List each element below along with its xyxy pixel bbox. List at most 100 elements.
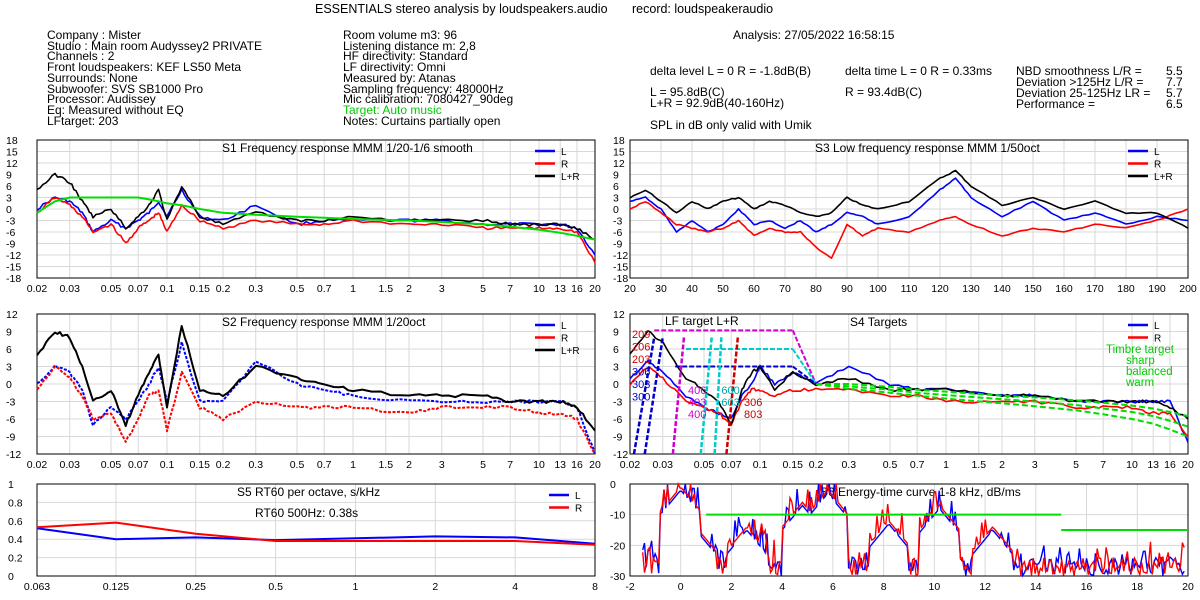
x-tick-label: 1.5 [378,283,393,295]
y-tick-label: -9 [6,432,15,444]
info-mid-line: Measured by: Atanas [343,70,456,85]
series-target-warm [815,383,1189,438]
y-tick-label: -20 [610,540,625,552]
chart-title: S3 Low frequency response MMM 1/50oct [815,141,1040,155]
x-tick-label: 0.7 [317,283,332,295]
x-tick-label: 1 [350,459,356,471]
nbd-label: NBD smoothness L/R = [1016,64,1142,78]
dev25-value: 5.7 [1166,86,1183,100]
info-left-line: Eq: Measured without EQ [47,102,184,117]
lf-label: 206 [632,342,650,354]
lf-label: 603 [721,397,739,409]
x-tick-label: 6 [830,581,836,593]
y-tick-label: -3 [6,397,15,409]
x-tick-label: 20 [1182,581,1194,593]
x-tick-label: 13 [1147,459,1159,471]
lf-label: 403 [688,397,706,409]
y-tick-label: 18 [6,135,18,147]
y-tick-label: 0 [6,204,12,216]
lf-rolloff [632,337,656,455]
x-tick-label: 5 [480,459,486,471]
x-tick-label: 0.3 [248,459,263,471]
x-tick-label: 0.03 [653,459,674,471]
x-tick-label: 0 [678,581,684,593]
x-tick-label: 3 [439,459,445,471]
lf-rolloff [699,337,713,455]
x-tick-label: 2 [999,459,1005,471]
y-tick-label: 6 [6,181,12,193]
x-tick-label: 0.5 [290,283,305,295]
info-left-line: Subwoofer: SVS SB1000 Pro [47,81,204,96]
x-tick-label: 16 [571,459,583,471]
lf-label: 300 [632,392,650,404]
x-tick-label: 0.07 [721,459,742,471]
y-tick-label: 3 [6,362,12,374]
analysis-date: Analysis: 27/05/2022 16:58:15 [733,28,895,42]
y-tick-label: -6 [613,227,622,239]
nbd-value: 5.5 [1166,64,1183,78]
x-tick-label: -2 [625,581,634,593]
lf-rolloff [643,337,664,455]
x-tick-label: 18 [1131,581,1143,593]
y-tick-label: 0 [613,379,619,391]
x-tick-label: 2 [406,283,412,295]
x-tick-label: 20 [1182,459,1194,471]
chart-title: S4 Targets [850,315,907,329]
x-tick-label: 0.3 [248,283,263,295]
x-tick-label: 0.2 [216,283,231,295]
y-tick-label: 0 [613,204,619,216]
spl-right: R = 93.4dB(C) [845,85,923,99]
x-tick-label: 0.5 [268,581,283,593]
x-tick-label: 70 [779,283,791,295]
y-tick-label: 9 [613,327,619,339]
y-tick-label: 9 [6,327,12,339]
lf-label: 306 [632,367,650,379]
dev125-value: 7.7 [1166,75,1183,89]
y-tick-label: 0 [610,479,616,491]
y-tick-label: -9 [6,239,15,251]
info-left-line: Studio : Main room Audyssey2 PRIVATE [47,38,262,53]
x-tick-label: 1.5 [971,459,986,471]
chart-annotation: RT60 500Hz: 0.38s [255,506,358,520]
series-target-sharp [816,383,1189,418]
series-r [36,521,596,546]
y-tick-label: -9 [613,239,622,251]
record-label: record: loudspeakeraudio [632,2,774,16]
x-tick-label: 4 [779,581,785,593]
x-tick-label: 200 [1179,283,1197,295]
delta-level: delta level L = 0 R = -1.8dB(B) [650,64,811,78]
y-tick-label: 0 [6,379,12,391]
lf-label: 203 [632,354,650,366]
lf-target-slope [791,329,817,385]
x-tick-label: 0.7 [317,459,332,471]
x-tick-label: 8 [881,581,887,593]
y-tick-label: 6 [6,344,12,356]
y-tick-label: 6 [613,181,619,193]
chart-title: S6 Energy-time curve 1-8 kHz, dB/ms [820,485,1021,499]
y-tick-label: 6 [613,344,619,356]
series-l [629,177,1189,233]
x-tick-label: 140 [993,283,1011,295]
legend-label: L [575,491,581,502]
lf-label: 209 [632,329,650,341]
delta-time: delta time L = 0 R = 0.33ms [845,64,992,78]
x-tick-label: 130 [962,283,980,295]
x-tick-label: 13 [554,283,566,295]
series-l-plus-r [36,325,596,432]
info-left-line: Surrounds: None [47,70,138,85]
plot-border [36,483,596,577]
performance-label: Performance = [1016,97,1096,111]
y-tick-label: -18 [613,273,628,285]
x-tick-label: 2 [432,581,438,593]
series-target [36,196,596,241]
info-mid-line: Sampling frequency: 48000Hz [343,81,504,96]
x-tick-label: 150 [1024,283,1042,295]
info-mid-line: Mic calibration: 7080427_90deg [343,92,514,107]
x-tick-label: 160 [1055,283,1073,295]
y-tick-label: 0 [8,571,14,583]
x-tick-label: 3 [1032,459,1038,471]
legend-label: R [1154,160,1161,171]
